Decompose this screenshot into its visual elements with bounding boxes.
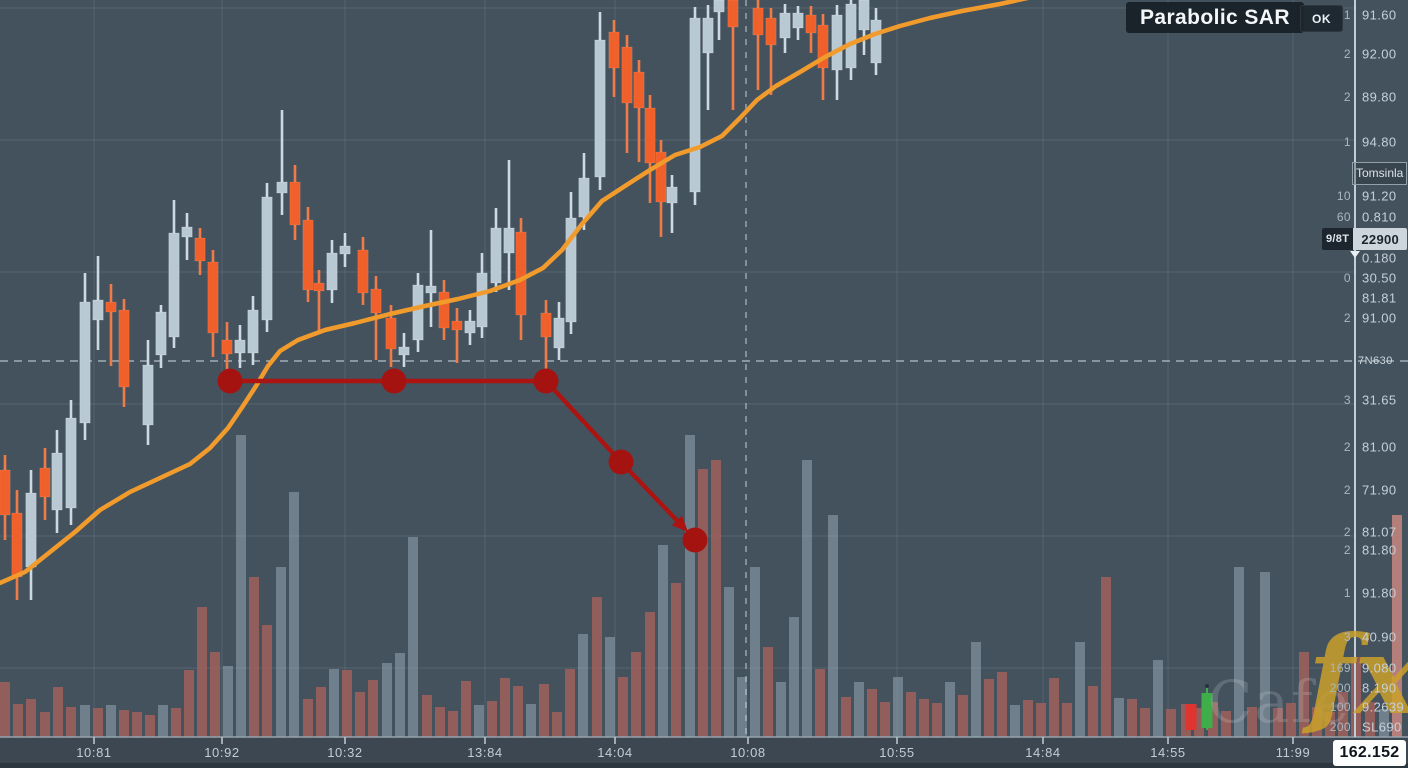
ok-button[interactable]: OK	[1300, 5, 1343, 32]
price-value: 31.65	[1362, 392, 1397, 408]
bottom-right-value: 162.152	[1333, 740, 1406, 766]
price-qty: 3	[1343, 630, 1351, 644]
price-qty: 169	[1329, 661, 1351, 675]
price-value: 81.80	[1362, 542, 1397, 558]
price-qty: 3	[1343, 393, 1351, 407]
price-value: SL690	[1362, 719, 1402, 735]
price-qty: 2	[1343, 543, 1351, 557]
time-tick-label: 10:55	[879, 745, 915, 760]
price-value: 92.00	[1362, 46, 1397, 62]
price-value: 94.80	[1362, 134, 1397, 150]
price-qty: 2	[1343, 311, 1351, 325]
time-tick-label: 11:99	[1275, 745, 1311, 760]
price-value: 89.80	[1362, 89, 1397, 105]
ma-line	[0, 0, 1029, 586]
price-value: 30.50	[1362, 270, 1397, 286]
price-qty: 2	[1343, 525, 1351, 539]
time-strip	[0, 737, 1408, 763]
grid-layer	[0, 0, 1355, 737]
price-qty: 200	[1329, 681, 1351, 695]
volume-layer	[0, 435, 1402, 737]
price-value: 81.81	[1362, 290, 1397, 306]
current-price-value: 22900	[1353, 228, 1408, 250]
time-tick-label: 10:32	[327, 745, 363, 760]
price-qty: 10	[1336, 189, 1351, 203]
price-value: 81.00	[1362, 439, 1397, 455]
indicator-label: Parabolic SAR	[1126, 2, 1304, 33]
terminal-panel-header[interactable]: Tomsinla	[1352, 162, 1407, 185]
time-tick-label: 14:04	[597, 745, 633, 760]
price-qty: 200	[1329, 720, 1351, 734]
price-value: 0.810	[1362, 209, 1397, 225]
time-tick-label: 14:84	[1025, 745, 1061, 760]
price-value: 9.080	[1362, 660, 1397, 676]
price-qty: 2	[1343, 483, 1351, 497]
price-value: 91.80	[1362, 585, 1397, 601]
current-price-prefix: 9/8T	[1322, 228, 1354, 250]
bottom-edge	[0, 763, 1408, 768]
price-value: 71.90	[1362, 482, 1397, 498]
price-value: 0.180	[1362, 250, 1397, 266]
price-value: 91.20	[1362, 188, 1397, 204]
price-qty: 1	[1343, 586, 1351, 600]
time-tick-label: 14:55	[1150, 745, 1186, 760]
dashed-level-axis-label: 7N630	[1358, 355, 1393, 367]
price-value: 40.90	[1362, 629, 1397, 645]
time-tick-label: 10:81	[76, 745, 112, 760]
price-qty: 0	[1343, 271, 1351, 285]
arrow-down-icon	[671, 515, 688, 532]
time-tick-label: 10:08	[730, 745, 766, 760]
price-qty: 1	[1343, 135, 1351, 149]
time-tick-label: 13:84	[467, 745, 503, 760]
current-price-pointer-icon	[1350, 251, 1360, 258]
price-value: 8.190	[1362, 680, 1397, 696]
sar-annotation	[217, 368, 708, 553]
price-qty: 60	[1336, 210, 1351, 224]
price-value: 81.07	[1362, 524, 1397, 540]
price-qty: 1	[1343, 8, 1351, 22]
price-qty: 2	[1343, 90, 1351, 104]
time-tick-label: 10:92	[204, 745, 240, 760]
mini-candles	[1185, 684, 1213, 730]
price-qty: 2	[1343, 440, 1351, 454]
current-price-box: 9/8T 22900	[1322, 228, 1408, 250]
price-value: 9.2639	[1362, 699, 1405, 715]
price-value: 91.00	[1362, 310, 1397, 326]
price-value: 91.60	[1362, 7, 1397, 23]
price-qty: 100	[1329, 700, 1351, 714]
price-qty: 2	[1343, 47, 1351, 61]
